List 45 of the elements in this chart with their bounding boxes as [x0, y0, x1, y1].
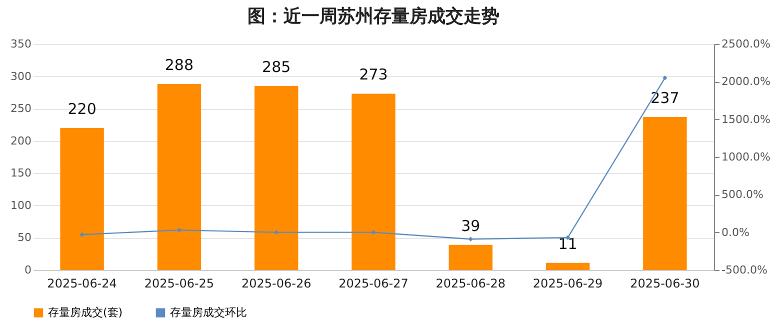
bar: [352, 94, 396, 270]
y-tick-label: 300: [10, 70, 32, 83]
x-tick-label: 2025-06-25: [144, 276, 214, 290]
x-tick-label: 2025-06-24: [47, 276, 117, 290]
y-tick-label: 200: [10, 134, 32, 148]
y2-tick-label: 1000.0%: [722, 150, 770, 164]
x-tick-label: 2025-06-27: [338, 276, 408, 290]
y-tick-label: 100: [10, 198, 32, 212]
y2-tick-label: 1500.0%: [722, 112, 770, 126]
x-tick-label: 2025-06-29: [532, 276, 603, 290]
point: [274, 230, 279, 235]
bar: [60, 128, 104, 270]
legend-label: 存量房成交(套): [48, 306, 123, 319]
y2-tick-label: 2000.0%: [722, 75, 770, 88]
point: [80, 232, 84, 237]
y2-tick-label: -500.0%: [722, 264, 768, 276]
y2-tick-label: 500.0%: [722, 188, 764, 202]
bar: [157, 84, 202, 270]
chart-title: 图：近一周苏州存量房成交走势: [248, 6, 500, 27]
point: [176, 228, 182, 232]
data-label: 288: [164, 56, 194, 74]
point: [371, 230, 376, 235]
y-tick-label: 50: [18, 231, 32, 244]
data-label: 273: [359, 66, 388, 84]
bar: [643, 116, 687, 270]
data-label: 39: [461, 216, 480, 235]
y-tick-label: 0: [24, 264, 32, 276]
bar: [448, 244, 493, 270]
data-label: 237: [650, 88, 680, 107]
bar: [254, 86, 298, 270]
legend-label: 存量房成交环比: [170, 306, 247, 319]
y-tick-label: 250: [10, 102, 32, 116]
data-label: 285: [262, 58, 291, 76]
data-label: 220: [68, 100, 96, 118]
data-label: 11: [558, 234, 578, 253]
point: [468, 236, 473, 242]
x-tick-label: 2025-06-26: [241, 276, 312, 290]
y-tick-label: 150: [10, 166, 32, 180]
point: [662, 76, 668, 80]
bar: [546, 262, 590, 270]
x-tick-label: 2025-06-28: [436, 276, 506, 290]
x-tick-label: 2025-06-30: [630, 276, 700, 290]
y2-tick-label: 2500.0%: [722, 38, 770, 50]
y-tick-label: 350: [10, 38, 32, 50]
y2-tick-label: 0.0%: [722, 226, 750, 239]
